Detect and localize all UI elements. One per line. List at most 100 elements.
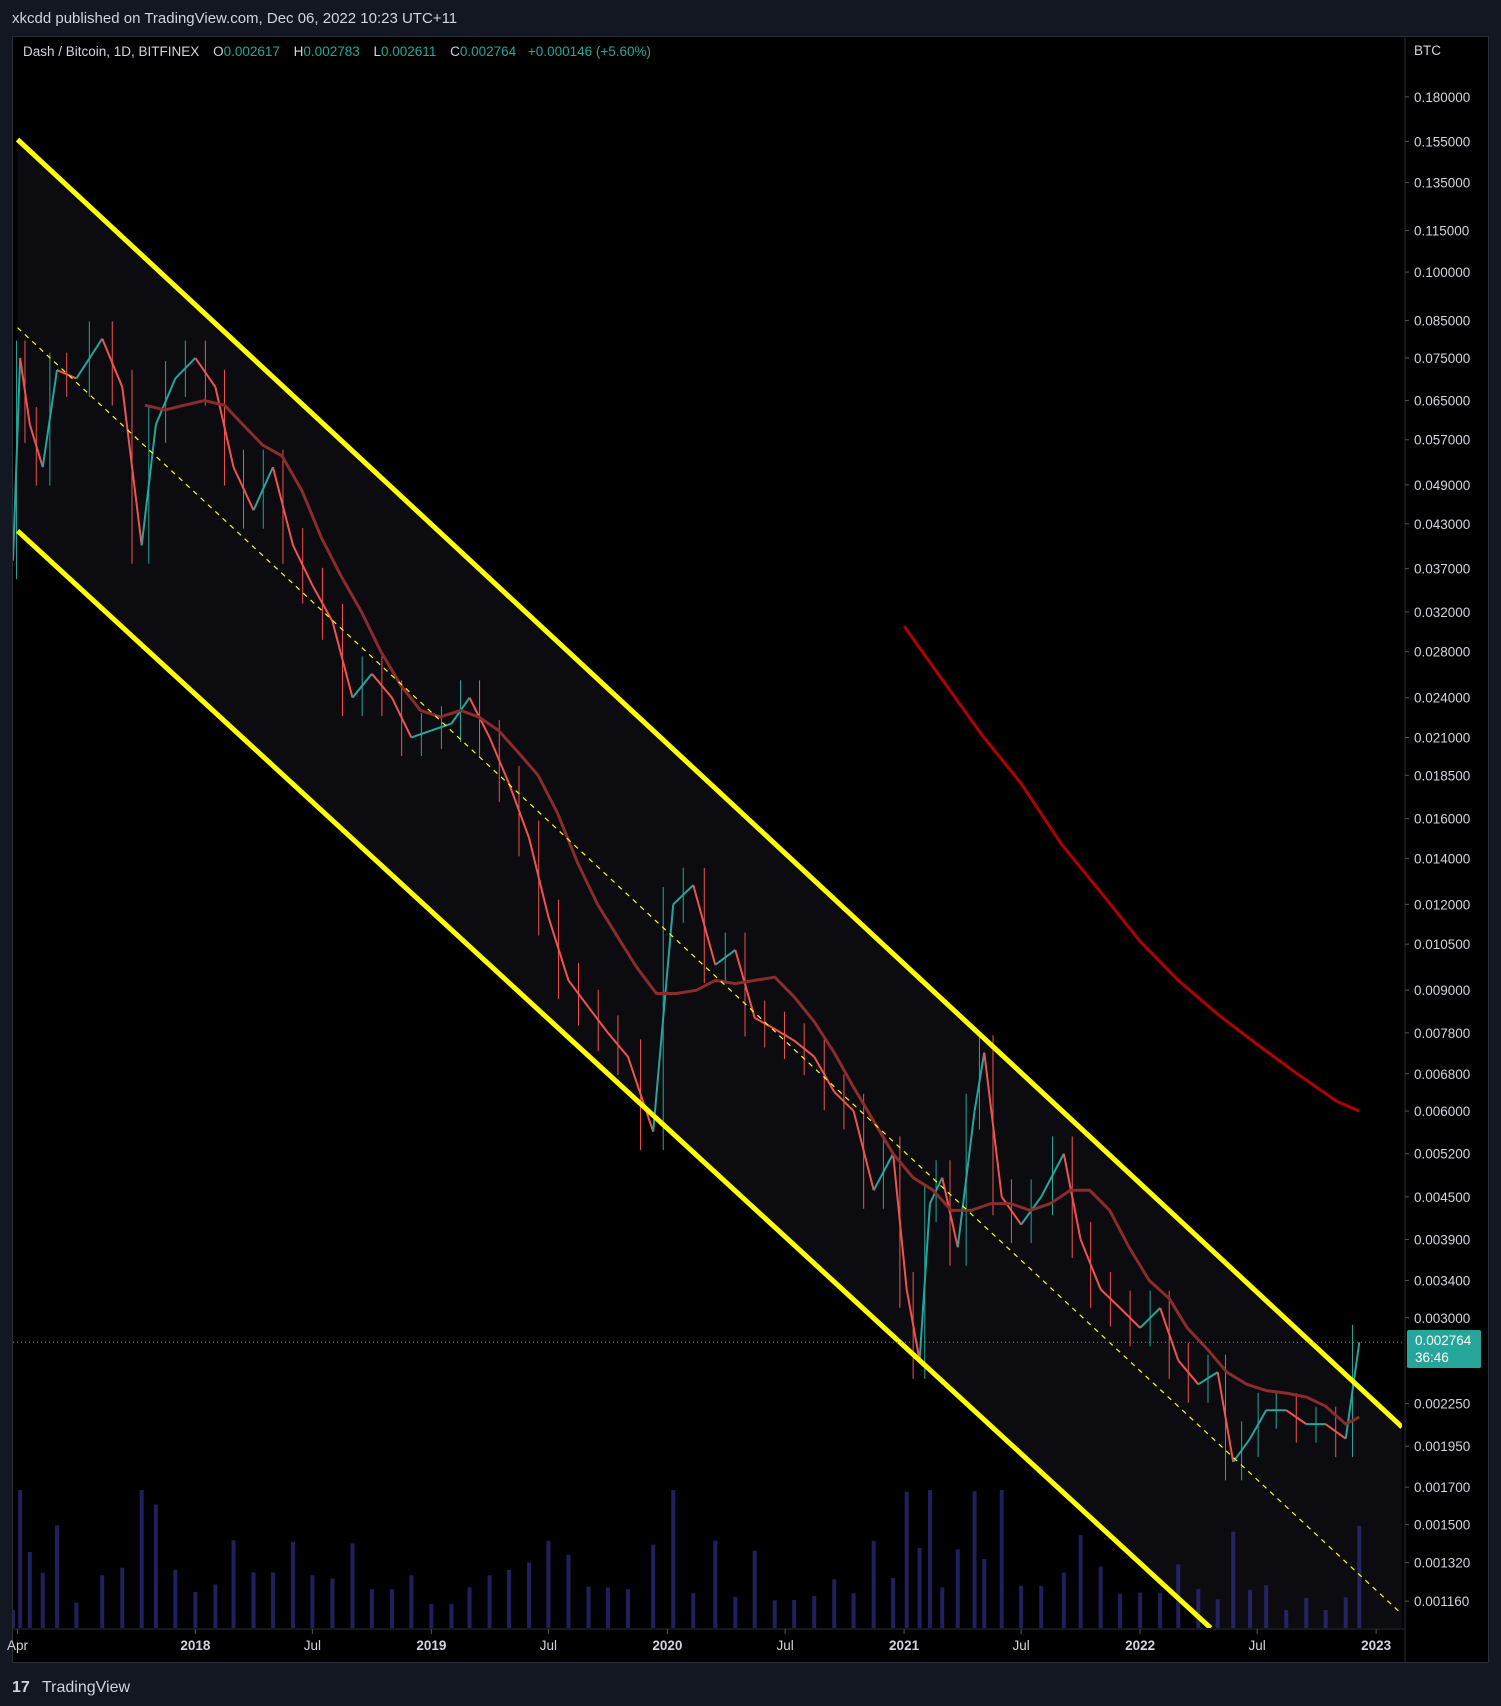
volume-bar [904,1491,909,1628]
footer: 17 TradingView [0,1663,1501,1706]
price-segment [214,386,235,468]
price-segment [652,904,675,1132]
channel-middle-line[interactable] [17,327,1402,1615]
volume-bar [625,1589,630,1628]
volume-bar [1343,1597,1348,1628]
price-segment [813,1056,836,1093]
time-tick-label: 2021 [889,1638,920,1653]
time-tick-label: 2020 [652,1638,682,1653]
price-segment [271,466,294,546]
volume-bar [752,1550,757,1628]
tradingview-logo-icon[interactable]: 17 [12,1679,30,1696]
price-segment [488,737,510,784]
time-tick-label: Jul [1249,1638,1266,1653]
price-segment [508,783,530,839]
price-segment [1177,1359,1200,1385]
time-tick-label: 2022 [1125,1638,1155,1653]
volume-bar [955,1549,960,1628]
volume-bar [812,1595,817,1628]
price-segment [692,884,717,966]
volume-bar [832,1579,837,1628]
volume-bar [871,1540,876,1628]
volume-bar [1323,1610,1328,1628]
price-segment [672,884,694,906]
channel-upper-line[interactable] [15,137,1402,1429]
volume-bar [54,1525,59,1628]
time-tick-label: 2023 [1361,1638,1392,1653]
volume-bar [972,1491,977,1628]
volume-bar [1039,1585,1044,1628]
price-segment [627,1056,655,1132]
volume-bar [193,1592,198,1628]
volume-bar [1098,1566,1103,1628]
price-segment [941,1177,959,1248]
high-value: 0.002783 [303,44,360,59]
price-segment [101,338,124,388]
volume-bar [982,1559,987,1628]
high-label: H [293,44,304,59]
price-tick-label: 0.155000 [1414,134,1470,149]
change-value: +0.000146 (+5.60%) [527,44,652,59]
low-value: 0.002611 [381,44,437,59]
price-segment [1216,1371,1235,1463]
close-label: C [450,44,460,59]
price-tick-label: 0.049000 [1414,478,1470,493]
price-segment [852,1110,875,1191]
price-tick-label: 0.032000 [1414,605,1470,620]
price-segment [587,1006,609,1034]
channel-fill [17,139,1402,1628]
volume-bar [1158,1592,1163,1628]
price-segment [121,386,143,546]
volume-bar [27,1551,32,1628]
price-segment [1099,1288,1121,1309]
price-tick-label: 0.003400 [1414,1273,1470,1288]
price-tick-label: 0.002250 [1414,1397,1470,1412]
volume-bar [651,1544,656,1628]
volume-bar [527,1562,532,1628]
price-tick-label: 0.018500 [1414,768,1470,783]
volume-bar [251,1572,256,1628]
price-segment [1079,1239,1102,1290]
bar-countdown: 36:46 [1415,1350,1449,1366]
price-segment [607,1032,629,1058]
volume-bar [13,1610,15,1628]
price-segment [872,1153,894,1191]
price-tick-label: 0.003000 [1414,1311,1470,1326]
tradingview-brand[interactable]: TradingView [42,1679,131,1696]
channel-lower-line[interactable] [15,528,1213,1628]
time-tick-label: Apr [7,1638,29,1653]
volume-bar [290,1541,295,1628]
volume-bar [671,1490,676,1628]
publish-info: xkcdd published on TradingView.com, Dec … [12,10,458,27]
price-tick-label: 0.075000 [1414,351,1470,366]
price-tick-label: 0.100000 [1414,265,1470,280]
price-segment [528,837,550,918]
price-tick-label: 0.037000 [1414,562,1470,577]
price-segment [13,357,22,561]
volume-bar [487,1575,492,1628]
close-value: 0.002764 [459,44,517,59]
volume-bar [1196,1589,1201,1628]
price-segment [154,378,177,425]
time-tick-label: 2018 [180,1638,211,1653]
volume-bar [917,1548,922,1628]
volume-bar [772,1600,777,1628]
volume-bar [270,1572,275,1628]
ohlc-legend: Dash / Bitcoin, 1D, BITFINEX O0.002617 H… [23,44,651,59]
price-tick-label: 0.006800 [1414,1067,1470,1082]
price-tick-label: 0.057000 [1414,433,1470,448]
open-label: O [213,44,224,59]
price-segment [252,466,274,511]
price-segment [734,949,756,1019]
volume-bar [1357,1525,1362,1628]
price-segment [929,1177,944,1204]
price-tick-label: 0.028000 [1414,645,1470,660]
price-tick-label: 0.004500 [1414,1190,1470,1205]
volume-bar [506,1569,511,1628]
volume-bar [310,1575,315,1628]
price-tick-label: 0.014000 [1414,851,1470,866]
price-tick-label: 0.006000 [1414,1104,1470,1119]
volume-bar [605,1587,610,1628]
volume-bar [1248,1589,1253,1628]
